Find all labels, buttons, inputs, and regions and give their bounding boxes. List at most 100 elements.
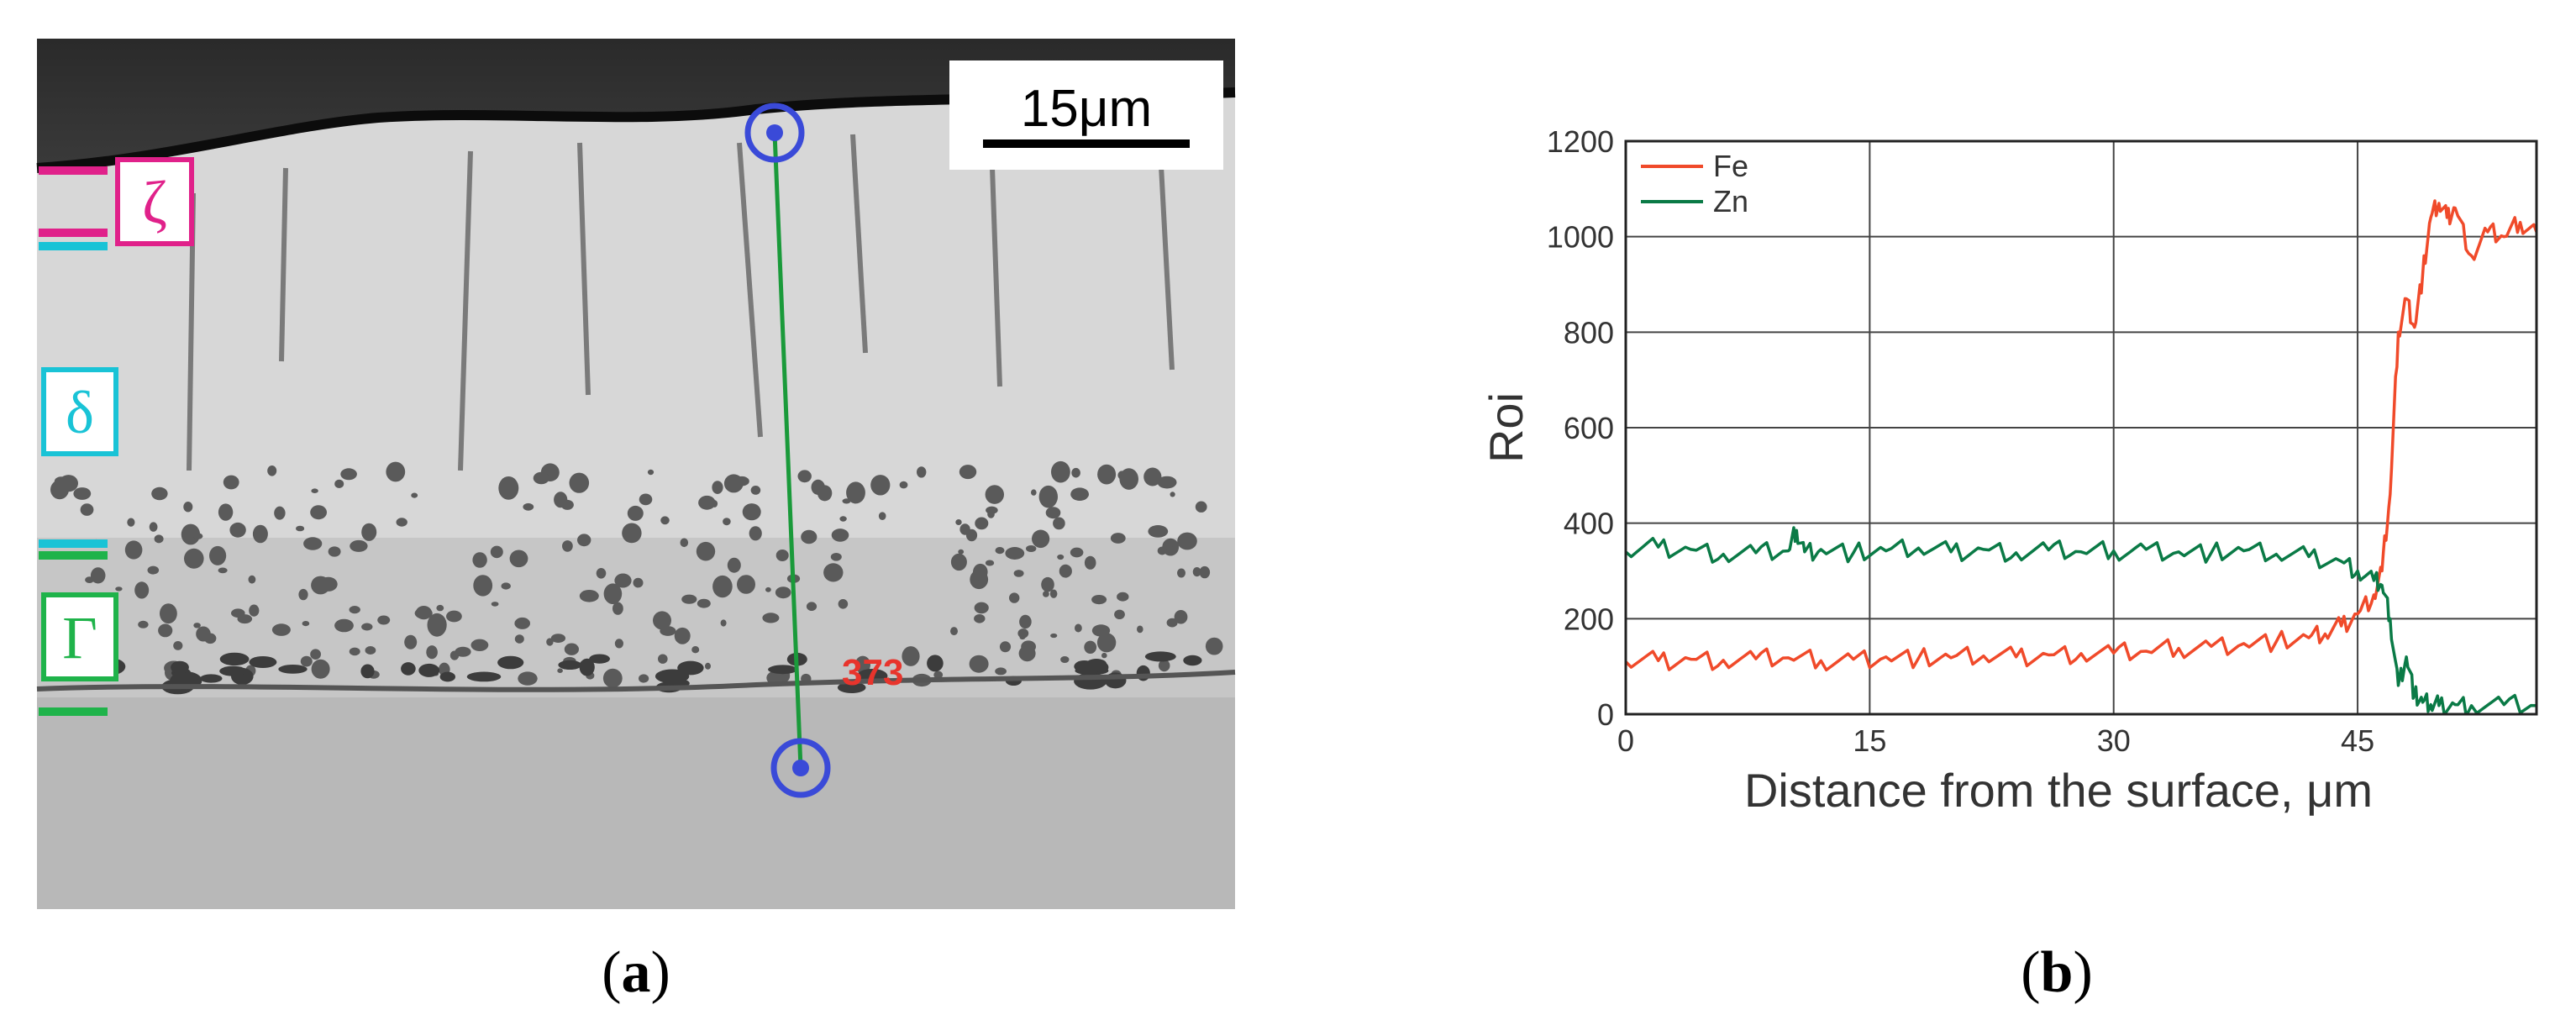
pore <box>1084 555 1096 570</box>
pore <box>811 479 825 496</box>
pore <box>219 652 250 666</box>
pore <box>439 671 455 682</box>
pore <box>974 614 986 623</box>
micrograph-panel: 15μm 373 ζ <box>36 39 1236 909</box>
pore <box>252 524 268 544</box>
pore <box>639 493 653 506</box>
pore <box>1049 589 1058 598</box>
pore <box>987 510 995 518</box>
pore <box>491 602 499 607</box>
series-line-zn <box>1626 526 2537 714</box>
scale-bar: 15μm <box>949 60 1223 170</box>
pore <box>1084 640 1097 654</box>
pore <box>401 662 416 676</box>
x-tick-label: 0 <box>1617 723 1634 758</box>
pore <box>839 516 847 522</box>
pore <box>1166 545 1174 553</box>
surface-crust <box>37 39 1235 168</box>
pore <box>696 541 716 561</box>
pore <box>596 568 607 579</box>
pore <box>334 618 354 633</box>
pore <box>514 617 530 629</box>
pore <box>455 646 471 657</box>
pore <box>999 641 1012 653</box>
pore <box>73 487 92 500</box>
pore <box>1177 568 1185 578</box>
pore <box>501 582 511 590</box>
pore <box>768 665 798 675</box>
pore <box>639 674 649 683</box>
pore <box>523 502 534 511</box>
pore <box>1110 533 1126 544</box>
pore <box>1183 655 1202 666</box>
pore <box>497 655 524 670</box>
pore <box>533 471 549 485</box>
pore <box>278 665 308 674</box>
y-tick-label: 200 <box>1564 602 1614 636</box>
pore <box>801 529 817 544</box>
pore <box>115 586 123 592</box>
x-tick-labels: 0 15 30 45 <box>1617 723 2374 758</box>
pore <box>1144 651 1176 662</box>
pore <box>614 639 624 649</box>
pore <box>1005 547 1025 560</box>
pore <box>90 567 106 584</box>
pore <box>218 503 234 521</box>
pore <box>550 634 566 643</box>
pore <box>562 540 573 552</box>
pore <box>975 517 989 530</box>
phase-label-delta: δ <box>41 367 118 456</box>
pore <box>249 604 260 617</box>
pore <box>1205 637 1223 655</box>
pore <box>602 668 623 688</box>
pore <box>1091 595 1107 605</box>
substrate-region <box>37 689 1235 909</box>
pore <box>1026 545 1037 552</box>
pore <box>1199 565 1211 579</box>
phase-label-gamma: Γ <box>41 592 118 681</box>
pore <box>958 549 965 555</box>
pore <box>340 468 357 481</box>
pore <box>955 519 962 525</box>
pore <box>846 481 865 504</box>
phase-brackets <box>39 166 108 716</box>
pore <box>1038 485 1059 508</box>
pore <box>124 540 143 560</box>
pore <box>171 660 189 674</box>
pore <box>569 472 590 493</box>
linescan-marker-label: 373 <box>842 652 903 693</box>
pore <box>218 567 228 574</box>
linescan-end-marker <box>770 738 831 798</box>
pore <box>927 655 944 672</box>
pore <box>1170 492 1175 497</box>
panel-b-caption: (b) <box>2021 940 2093 1005</box>
pore <box>558 660 582 671</box>
pore <box>950 627 958 636</box>
pore <box>404 634 418 649</box>
pore <box>1143 467 1162 486</box>
pore <box>360 664 375 679</box>
pore <box>151 486 168 501</box>
pore <box>577 534 591 547</box>
pore <box>249 656 277 668</box>
pore <box>310 505 327 520</box>
y-tick-label: 400 <box>1564 507 1614 541</box>
pore <box>1174 610 1188 624</box>
pore <box>490 545 503 559</box>
y-tick-labels: 0 200 400 600 800 1000 1200 <box>1547 124 1614 732</box>
pore <box>995 547 1005 555</box>
pore <box>134 581 150 599</box>
pore <box>691 646 700 654</box>
pore <box>612 602 623 615</box>
pore <box>830 553 842 561</box>
pore <box>1071 467 1080 478</box>
pore <box>248 575 256 584</box>
y-axis-label: Roi <box>1480 392 1532 463</box>
pore <box>349 606 360 614</box>
pore <box>472 552 487 568</box>
pore <box>838 599 849 609</box>
pore <box>1059 564 1072 578</box>
pore <box>1195 501 1207 513</box>
pore <box>193 623 201 628</box>
pore <box>959 465 977 480</box>
